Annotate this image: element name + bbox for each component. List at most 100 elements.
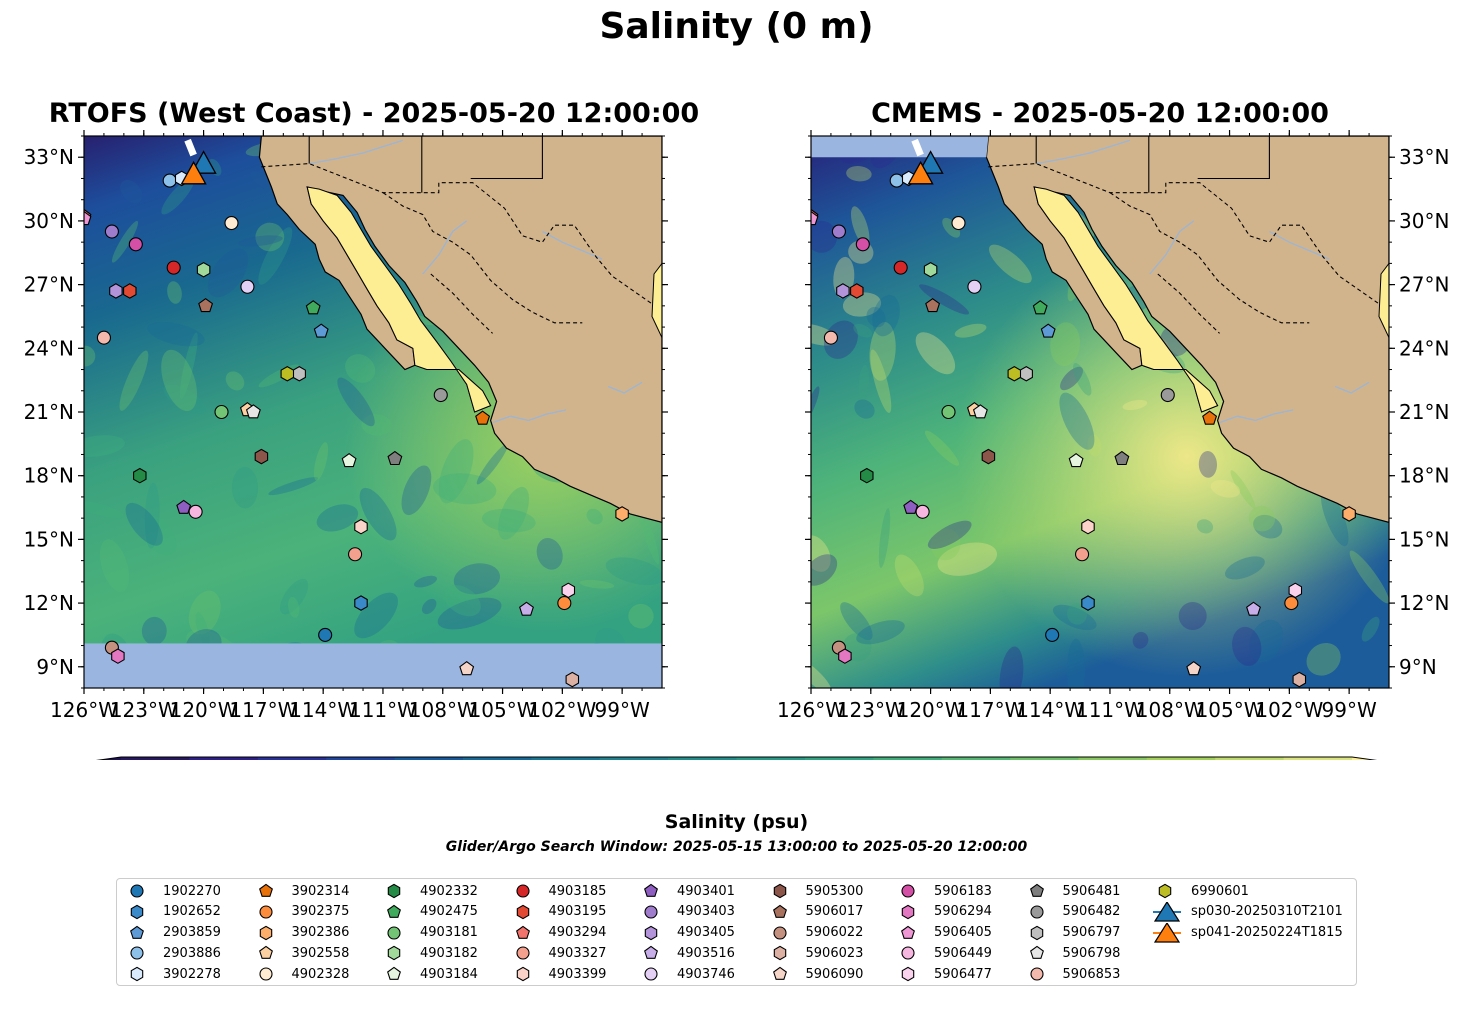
float-marker-4902328: [224, 215, 239, 231]
legend-item: 4903182: [382, 943, 478, 963]
float-marker-4903181: [214, 404, 229, 420]
float-marker-3902278: [130, 966, 144, 982]
lat-tick-label: 33°N: [1399, 145, 1449, 169]
float-marker-5906797: [1030, 925, 1043, 940]
lon-tick-label: 117°W: [229, 698, 297, 722]
legend-label: 2903886: [163, 945, 221, 961]
float-marker-3902375: [258, 905, 273, 919]
float-marker-2903886: [130, 946, 144, 960]
legend-item: 3902558: [254, 943, 349, 963]
figure-title: Salinity (0 m): [599, 6, 874, 47]
legend-item: 5906481: [1025, 881, 1120, 901]
float-marker-4903746: [967, 279, 982, 294]
legend-label: 3902278: [163, 966, 221, 982]
legend-item: 4903327: [511, 943, 607, 963]
left-panel-title: RTOFS (West Coast) - 2025-05-20 12:00:00: [48, 98, 700, 129]
float-marker-4903327: [348, 547, 363, 562]
lat-tick-label: 24°N: [24, 336, 74, 360]
legend-label: 5906090: [805, 966, 864, 982]
float-marker-2903859: [313, 323, 329, 338]
float-marker-4902332: [133, 467, 147, 484]
legend-label: 5906405: [934, 925, 992, 941]
float-marker-5906405: [811, 210, 819, 226]
lat-tick-label: 27°N: [1399, 273, 1449, 297]
float-marker-5905300: [981, 448, 996, 465]
colorbar-bin: [873, 757, 943, 760]
float-marker-4902332: [860, 467, 874, 484]
lat-tick-label: 12°N: [24, 591, 74, 615]
float-marker-6990601: [280, 365, 295, 382]
lat-tick-label: 12°N: [1399, 591, 1449, 615]
legend-item: sp030-20250310T2101: [1153, 901, 1343, 922]
float-marker-5906481: [387, 450, 403, 466]
float-marker-1902652: [130, 904, 144, 920]
float-marker-4903184: [341, 453, 357, 468]
legend-item: 5906017: [768, 902, 863, 922]
float-marker-2903886: [889, 173, 904, 188]
float-marker-5906405: [84, 210, 92, 226]
legend-label: sp041-20250224T1815: [1191, 925, 1343, 941]
float-marker-5906023: [773, 946, 786, 961]
colorbar-bin: [189, 757, 259, 760]
legend-item: 4903184: [382, 964, 478, 984]
lon-tick-label: 117°W: [956, 698, 1024, 722]
lon-tick-label: 126°W: [50, 698, 118, 722]
float-marker-2903859: [1040, 323, 1056, 338]
colorbar-label: Salinity (psu): [664, 811, 809, 833]
legend-label: 5906294: [934, 904, 992, 920]
float-marker-5906477: [901, 966, 915, 982]
float-marker-5906798: [972, 404, 988, 419]
float-marker-4902475: [387, 904, 401, 918]
colorbar-bin: [1010, 757, 1080, 760]
glider-marker-sp030-20250310T2101: [917, 150, 944, 174]
float-marker-5906482: [433, 387, 448, 403]
float-marker-4902475: [1032, 300, 1048, 315]
legend-item: 5906023: [768, 943, 863, 963]
float-marker-4902328: [258, 967, 273, 981]
colorbar-bin: [1215, 757, 1285, 760]
legend-item: 4903405: [639, 923, 735, 943]
float-marker-5906294: [901, 904, 915, 920]
lon-tick-label: 123°W: [837, 698, 905, 722]
legend-item: 5906294: [896, 902, 992, 922]
float-marker-1902270: [130, 884, 144, 898]
float-marker-5906183: [855, 237, 870, 252]
legend-label: 4903327: [548, 945, 607, 961]
float-marker-4903403: [831, 224, 846, 239]
colorbar-bin: [1146, 757, 1216, 760]
float-marker-1902270: [1045, 627, 1060, 642]
float-marker-4903185: [166, 260, 181, 275]
float-marker-4903401: [903, 499, 919, 514]
float-marker-5906477: [561, 582, 576, 599]
lat-tick-label: 21°N: [24, 400, 74, 424]
float-marker-4902332: [387, 883, 401, 899]
float-marker-4903399: [354, 518, 368, 535]
legend-label: 4903403: [677, 904, 735, 920]
float-marker-3902314: [1202, 410, 1218, 425]
legend-label: 5906798: [1062, 945, 1121, 961]
legend-label: 4903185: [548, 883, 607, 899]
legend-label: 2903859: [163, 925, 221, 941]
colorbar-bin: [1078, 757, 1148, 760]
float-marker-4903184: [1068, 453, 1084, 468]
glider-marker-sp030-20250310T2101: [190, 150, 217, 174]
legend-label: 5906477: [934, 966, 992, 982]
lon-tick-label: 123°W: [110, 698, 178, 722]
legend-item: 2903859: [125, 923, 221, 943]
legend-label: 5906022: [805, 925, 864, 941]
lat-tick-label: 18°N: [24, 464, 74, 488]
lon-tick-label: 102°W: [528, 698, 596, 722]
legend-label: 4903401: [677, 883, 735, 899]
float-marker-1902270: [318, 627, 333, 642]
legend-item: 5906853: [1025, 964, 1120, 984]
float-marker-3902375: [1284, 596, 1299, 611]
legend-glider-icon: [1153, 922, 1181, 943]
float-marker-4903405: [836, 283, 850, 299]
legend-label: 3902314: [291, 883, 350, 899]
float-marker-4903182: [923, 261, 938, 278]
legend-item: 4903399: [511, 964, 606, 984]
legend-label: 1902652: [163, 904, 221, 920]
float-marker-5906090: [772, 966, 787, 981]
float-marker-4903399: [516, 966, 529, 982]
